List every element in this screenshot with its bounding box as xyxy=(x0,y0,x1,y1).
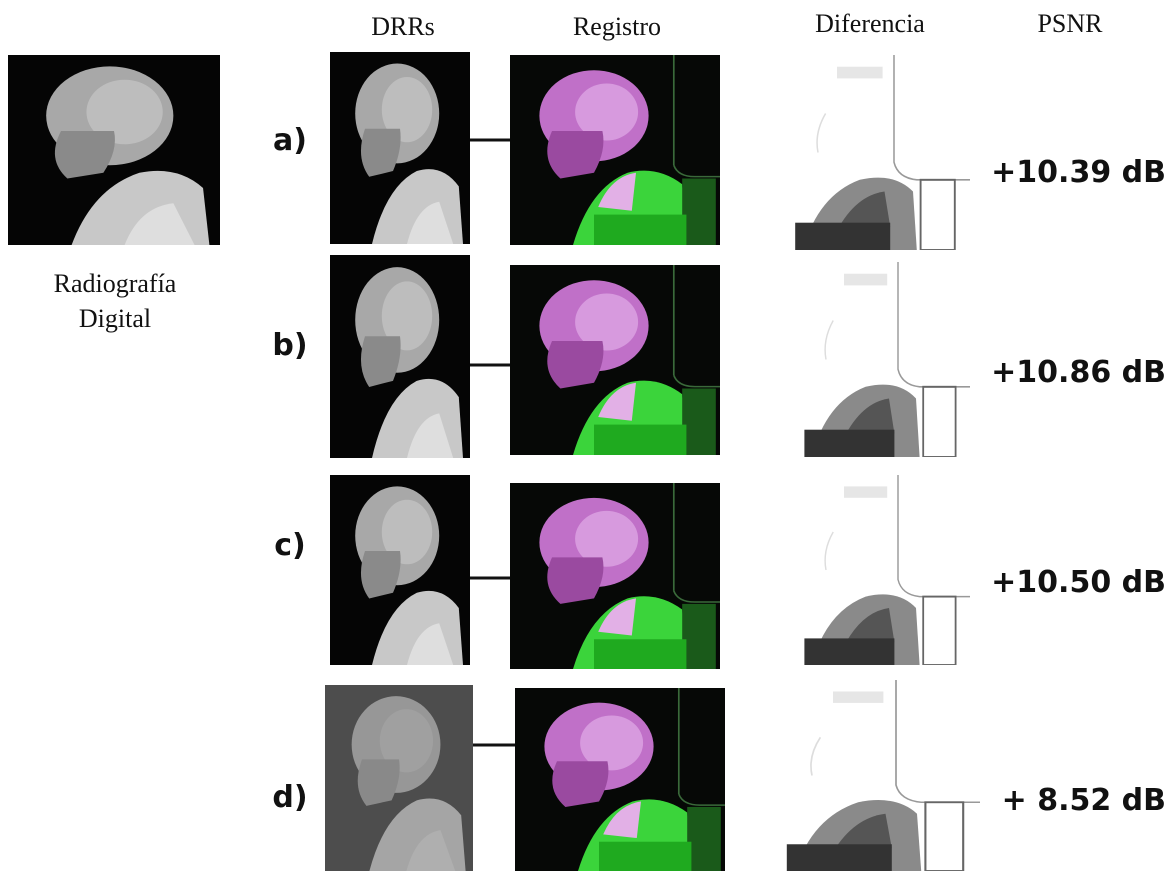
drr-image xyxy=(330,475,470,665)
column-header: PSNR xyxy=(1037,9,1103,38)
row-label: d) xyxy=(272,780,307,815)
rows: a) +10.39 dB b) +10.86 dB c) +10.50 dB d) + 8.5… xyxy=(272,52,1166,871)
psnr-value: +10.50 dB xyxy=(991,565,1166,600)
reference-image xyxy=(8,55,220,245)
column-header: Diferencia xyxy=(815,9,925,38)
column-header: DRRs xyxy=(371,12,435,41)
registration-image xyxy=(510,265,720,455)
difference-image xyxy=(770,680,980,871)
registration-image xyxy=(510,483,720,669)
reference-label: Digital xyxy=(79,304,151,333)
difference-image xyxy=(780,55,970,250)
registration-image xyxy=(510,55,720,245)
registration-image xyxy=(515,688,725,871)
psnr-value: + 8.52 dB xyxy=(1002,783,1166,818)
figure: Radiografía Digital DRRs Registro Difere… xyxy=(0,0,1176,871)
column-header: Registro xyxy=(573,12,661,41)
row-label: c) xyxy=(274,528,306,563)
drr-image xyxy=(330,52,470,244)
psnr-value: +10.86 dB xyxy=(991,355,1166,390)
drr-background xyxy=(325,685,473,871)
row-label: a) xyxy=(273,123,307,158)
reference-label: Radiografía xyxy=(54,269,177,298)
difference-image xyxy=(790,262,970,457)
drr-image xyxy=(330,255,470,458)
difference-image xyxy=(790,475,970,665)
psnr-value: +10.39 dB xyxy=(991,155,1166,190)
row-label: b) xyxy=(272,328,307,363)
